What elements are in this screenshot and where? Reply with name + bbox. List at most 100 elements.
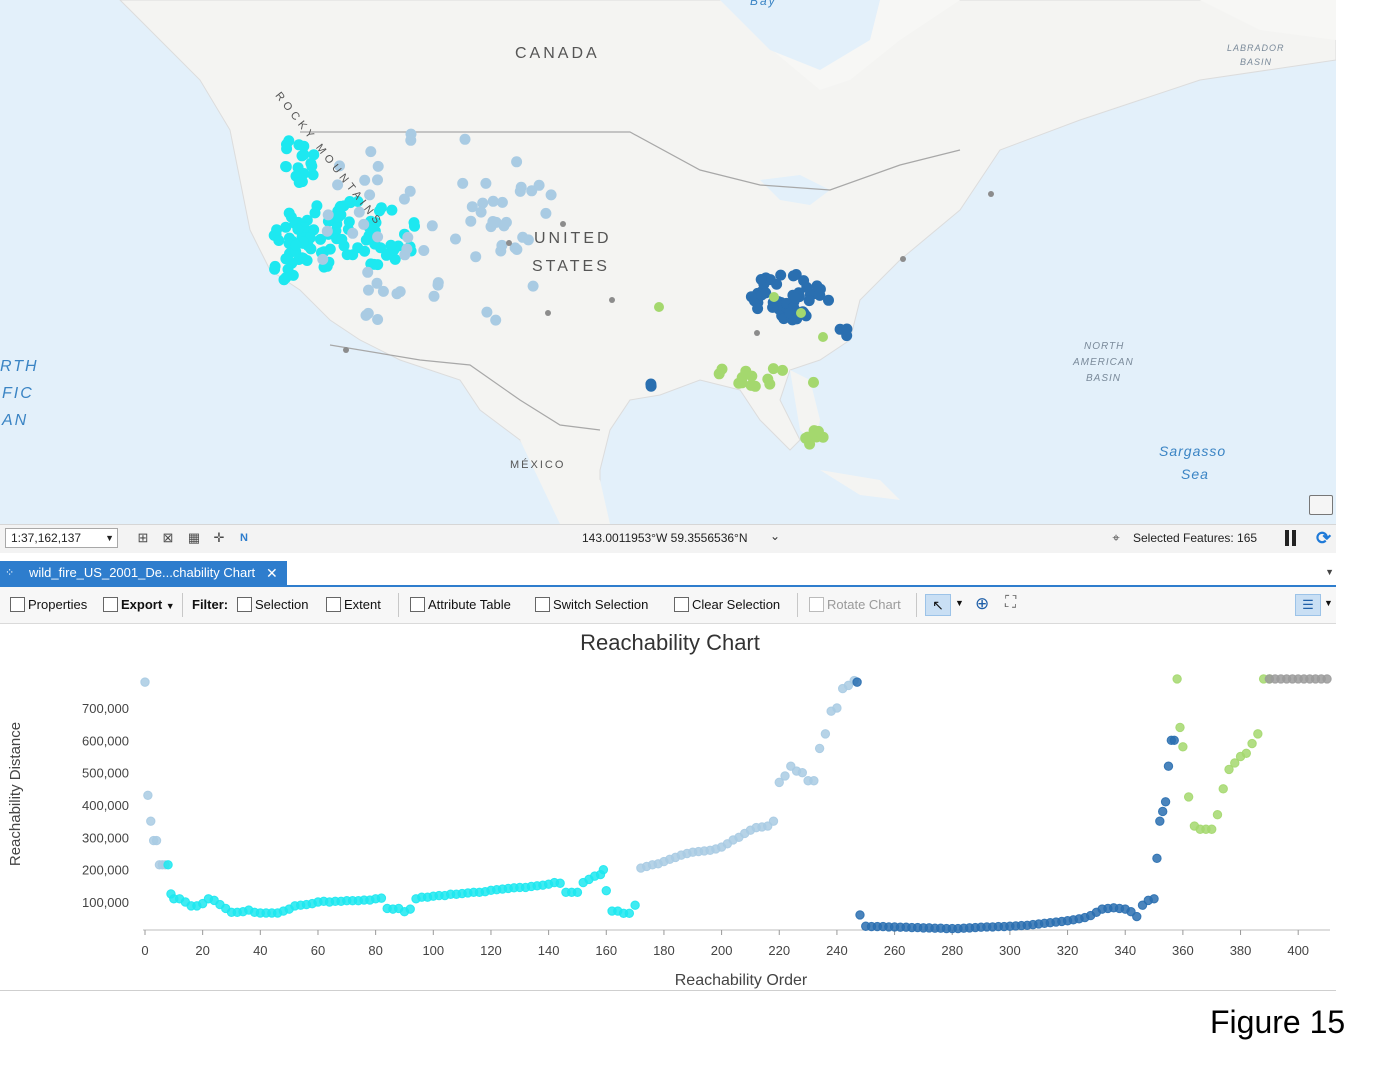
chart-point[interactable] (376, 893, 387, 903)
map-point-cyan[interactable] (368, 258, 380, 270)
chart-point[interactable] (630, 900, 640, 910)
chart-point[interactable] (1207, 824, 1217, 834)
chart-point[interactable] (555, 878, 565, 888)
map-point-light-blue[interactable] (480, 177, 492, 189)
map-point-light-blue[interactable] (332, 179, 344, 191)
map-point-cyan[interactable] (282, 263, 294, 275)
map-point-light-blue[interactable] (358, 218, 370, 230)
map-point-cyan[interactable] (280, 253, 292, 265)
full-extent-icon[interactable]: ⛶ (1005, 594, 1017, 611)
chart-point[interactable] (1212, 810, 1223, 820)
chart-point[interactable] (598, 864, 609, 875)
map-point-light-blue[interactable] (402, 231, 414, 243)
chart-point[interactable] (774, 777, 784, 788)
chart-point[interactable] (624, 908, 635, 919)
clear-selection-button[interactable]: Clear Selection (674, 597, 780, 612)
attribute-table-button[interactable]: Attribute Table (410, 597, 511, 612)
chart-point[interactable] (1322, 674, 1332, 684)
map-point-light-blue[interactable] (365, 146, 377, 158)
map-point-light-blue[interactable] (372, 174, 383, 186)
map-point-dark-blue[interactable] (811, 280, 823, 292)
map-point-light-green[interactable] (736, 377, 748, 389)
map-point-light-blue[interactable] (371, 277, 383, 289)
map-point-grey[interactable] (754, 330, 760, 336)
map-point-cyan[interactable] (409, 220, 420, 232)
map-point-light-blue[interactable] (372, 231, 384, 243)
map-point-cyan[interactable] (375, 202, 387, 214)
map-point-light-blue[interactable] (498, 220, 510, 232)
map-point-cyan[interactable] (290, 239, 302, 251)
map-point-light-green[interactable] (749, 380, 761, 392)
grid-icon[interactable]: ⊞ (137, 530, 149, 545)
map-point-light-blue[interactable] (353, 206, 365, 218)
properties-button[interactable]: Properties (10, 597, 87, 612)
map-point-light-blue[interactable] (322, 209, 334, 221)
map-legend-icon[interactable] (1309, 495, 1333, 515)
map-point-light-blue[interactable] (364, 189, 376, 201)
map-point-light-green[interactable] (777, 364, 788, 376)
map-point-light-green[interactable] (740, 365, 752, 377)
map-point-dark-blue[interactable] (789, 292, 801, 304)
chevron-down-icon[interactable]: ⌄ (770, 529, 781, 543)
map-point-light-blue[interactable] (394, 286, 406, 298)
map-point-dark-blue[interactable] (760, 287, 772, 299)
refresh-icon[interactable]: ⟳ (1316, 528, 1332, 548)
map-point-light-blue[interactable] (470, 251, 482, 263)
map-point-light-blue[interactable] (359, 174, 371, 186)
map-point-light-blue[interactable] (362, 266, 374, 278)
map-point-grey[interactable] (560, 221, 566, 227)
chart-point[interactable] (1253, 729, 1263, 739)
map-point-cyan[interactable] (309, 207, 321, 219)
map-point-cyan[interactable] (324, 243, 336, 255)
map-point-light-green[interactable] (762, 373, 774, 385)
map-point-light-blue[interactable] (522, 234, 534, 246)
crosshair-icon[interactable]: ✛ (213, 530, 225, 545)
chart-point[interactable] (140, 677, 150, 687)
chart-point[interactable] (1160, 797, 1171, 807)
map-point-light-blue[interactable] (466, 201, 478, 213)
map-point-light-blue[interactable] (514, 185, 526, 197)
map-point-cyan[interactable] (306, 160, 318, 172)
map-point-light-blue[interactable] (459, 133, 471, 145)
map-point-grey[interactable] (900, 256, 906, 262)
map-point-cyan[interactable] (386, 204, 398, 216)
map-point-light-blue[interactable] (404, 185, 416, 197)
chart-point[interactable] (1155, 816, 1165, 826)
chart-point[interactable] (820, 729, 831, 739)
map-point-dark-blue[interactable] (841, 323, 853, 335)
table-grid-icon[interactable]: ▦ (187, 530, 201, 545)
chart-point[interactable] (814, 743, 825, 754)
close-icon[interactable]: ✕ (266, 565, 278, 581)
chart-point[interactable] (852, 677, 862, 687)
map-point-cyan[interactable] (298, 253, 310, 264)
export-button[interactable]: Export ▼ (103, 597, 175, 612)
chart-point[interactable] (1149, 894, 1159, 904)
map-point-light-green[interactable] (716, 363, 728, 375)
chart-point[interactable] (1163, 761, 1174, 771)
chart-point[interactable] (151, 835, 162, 846)
map-point-dark-blue[interactable] (823, 294, 834, 306)
chart-point[interactable] (768, 816, 779, 826)
map-point-light-blue[interactable] (545, 189, 557, 201)
map-point-light-green[interactable] (808, 376, 819, 388)
map-point-cyan[interactable] (305, 243, 317, 255)
map-point-cyan[interactable] (278, 274, 290, 286)
map-point-light-blue[interactable] (527, 280, 539, 292)
map-point-grey[interactable] (988, 191, 994, 197)
map-point-light-blue[interactable] (540, 207, 552, 219)
map-point-light-blue[interactable] (432, 277, 444, 289)
map-point-cyan[interactable] (307, 169, 319, 181)
map-point-light-green[interactable] (769, 292, 779, 302)
map-point-light-blue[interactable] (360, 309, 372, 321)
pause-icon[interactable] (1285, 530, 1297, 546)
map-point-light-blue[interactable] (487, 195, 499, 207)
map-point-light-blue[interactable] (418, 245, 430, 256)
chart-point[interactable] (1218, 784, 1228, 794)
chart-point[interactable] (1241, 748, 1252, 758)
reachability-chart[interactable]: Reachability Chart Reachability Distance… (0, 624, 1336, 991)
map-point-light-green[interactable] (767, 363, 779, 375)
chart-point[interactable] (163, 860, 173, 870)
chart-point[interactable] (146, 816, 156, 826)
switch-selection-button[interactable]: Switch Selection (535, 597, 648, 612)
map-point-grey[interactable] (545, 310, 551, 316)
